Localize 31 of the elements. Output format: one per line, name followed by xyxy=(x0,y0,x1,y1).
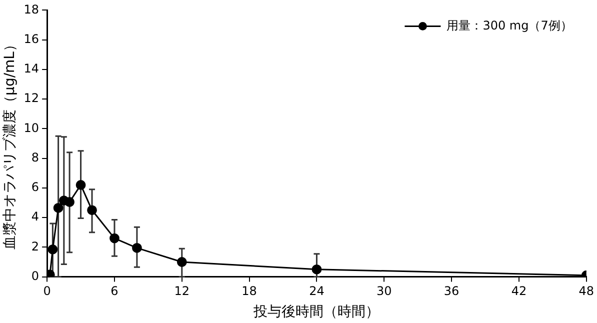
point xyxy=(312,264,322,274)
y-tick-label: 10 xyxy=(24,120,40,135)
y-tick-label: 18 xyxy=(24,2,40,16)
x-tick-label: 42 xyxy=(511,284,527,298)
x-axis-title: 投与後時間（時間） xyxy=(252,304,380,320)
x-tick-label: 6 xyxy=(110,284,118,298)
legend-label: 用量：300 mg（7例） xyxy=(446,18,572,32)
x-tick-label: 0 xyxy=(43,284,51,298)
point xyxy=(110,233,120,244)
x-tick-label: 18 xyxy=(242,284,257,298)
y-tick-label: 4 xyxy=(31,210,40,224)
y-tick-label: 14 xyxy=(24,62,40,76)
y-tick-label: 16 xyxy=(24,32,40,46)
x-tick-label: 36 xyxy=(444,284,460,298)
x-tick-label: 48 xyxy=(578,284,594,298)
point xyxy=(48,244,58,254)
y-tick-label: 0 xyxy=(31,268,40,283)
y-tick-label: 2 xyxy=(31,239,40,254)
x-tick-label: 24 xyxy=(309,284,324,298)
point xyxy=(132,242,142,253)
y-tick-label: 12 xyxy=(24,91,40,106)
point xyxy=(64,197,74,207)
point xyxy=(53,202,64,213)
x-tick-label: 12 xyxy=(174,284,190,298)
y-tick-label: 6 xyxy=(31,180,40,194)
y-axis-title: 血漿中オラパリブ濃度（µg/mL） xyxy=(2,38,18,250)
point xyxy=(76,180,86,190)
x-tick-label: 30 xyxy=(376,284,392,298)
point xyxy=(176,257,187,267)
y-tick-label: 8 xyxy=(31,150,40,164)
point xyxy=(87,205,97,216)
